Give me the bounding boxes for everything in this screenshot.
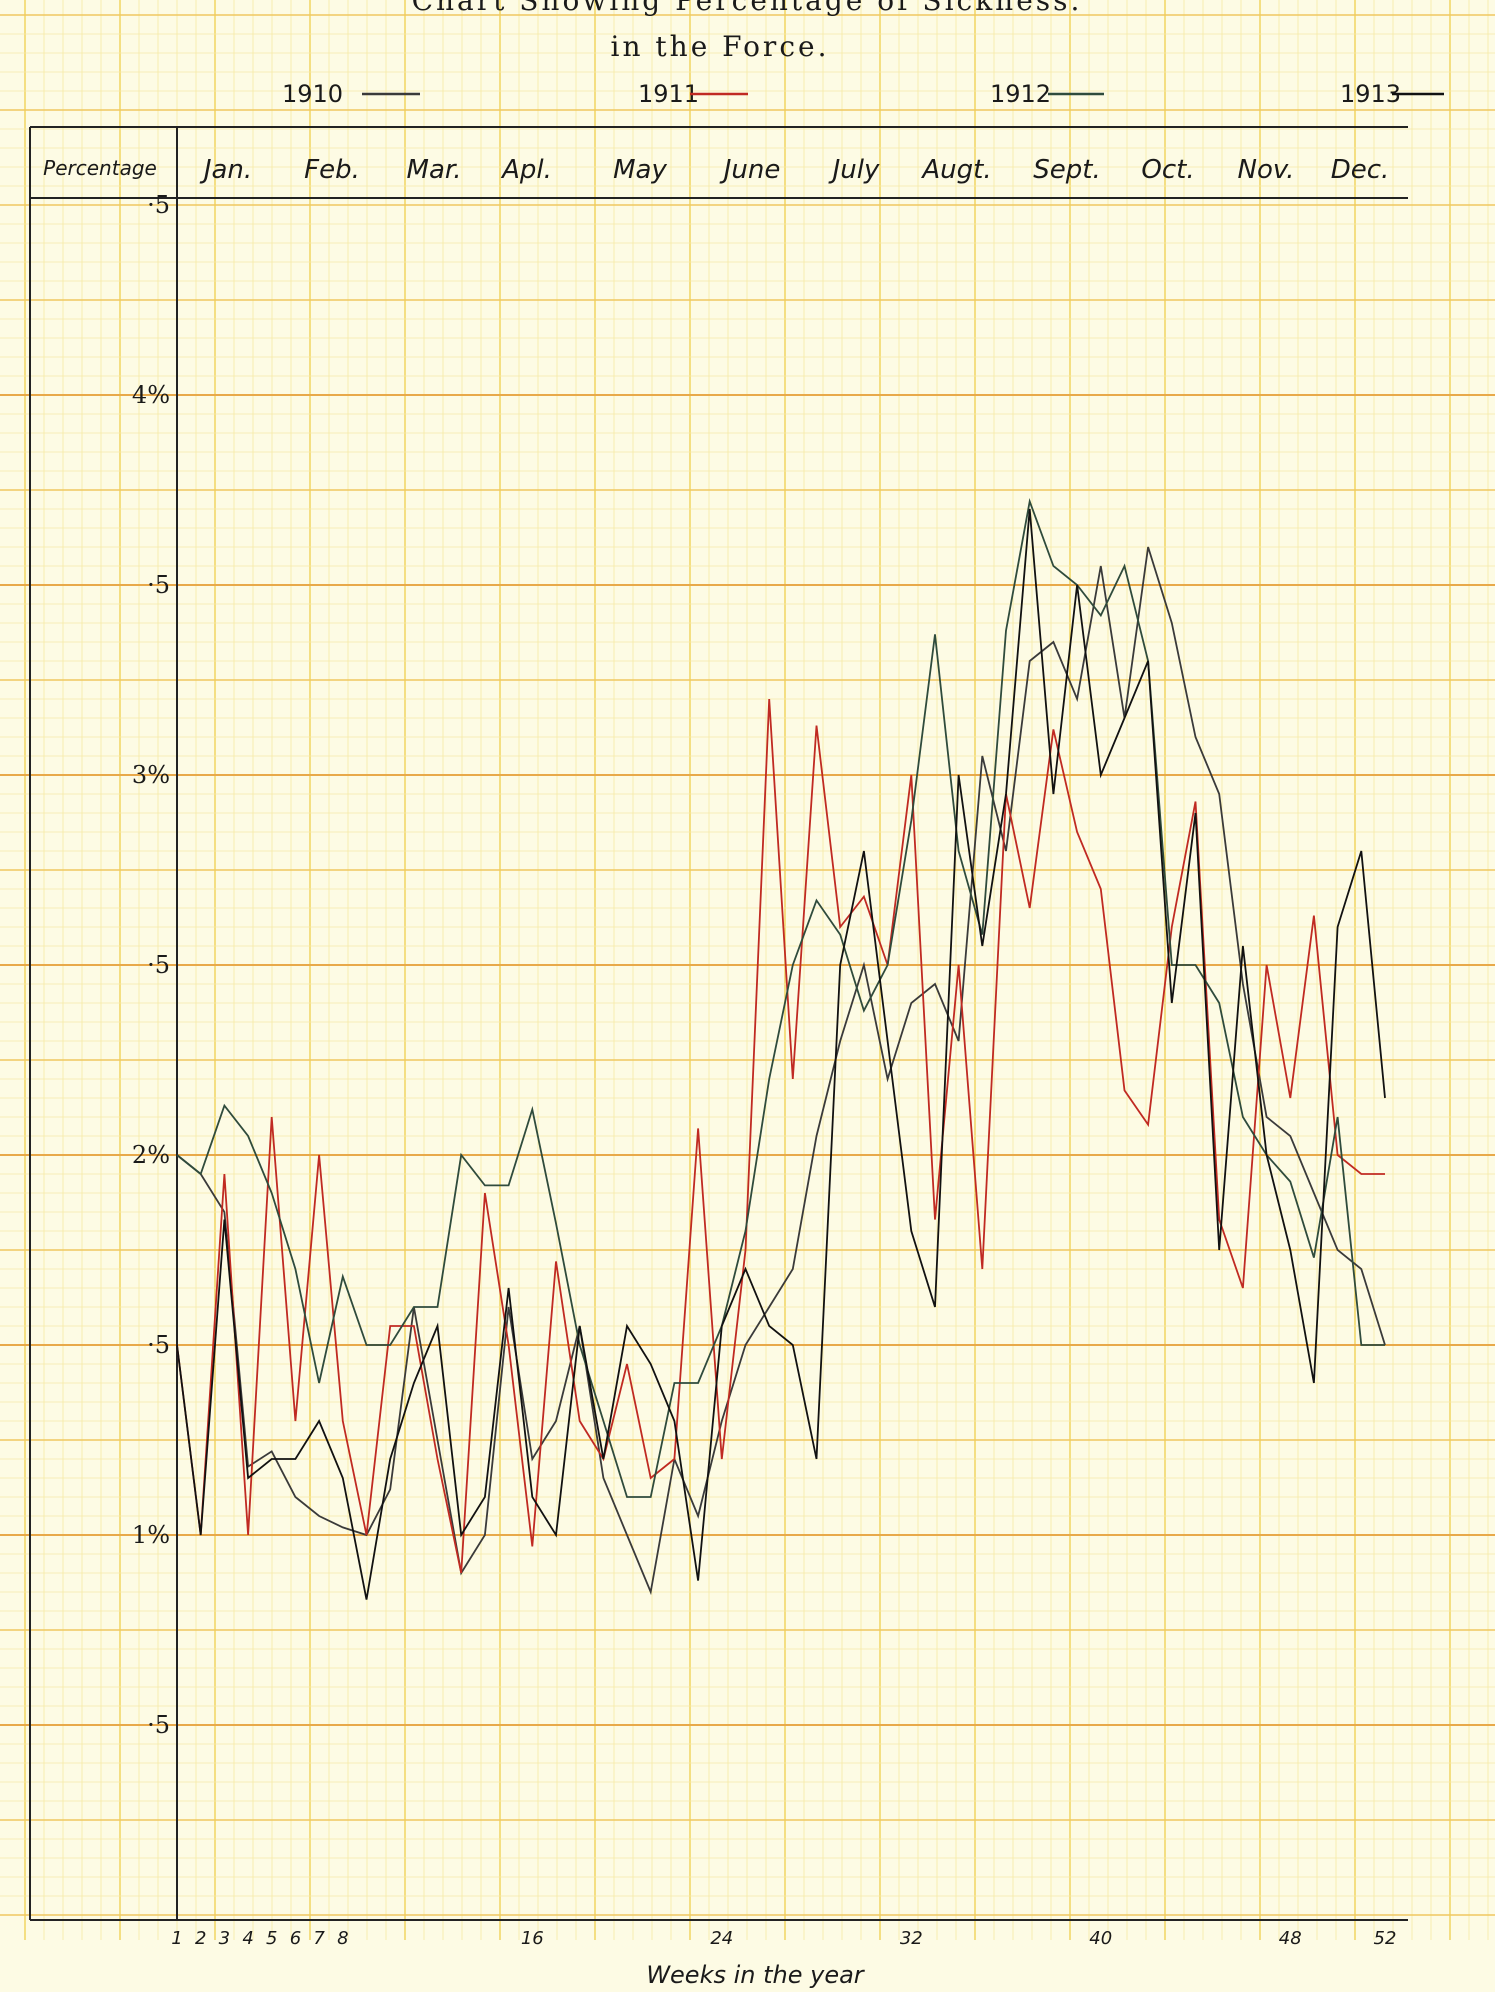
month-label: July bbox=[828, 155, 880, 185]
y-tick-label: ·5 bbox=[147, 951, 170, 979]
x-tick-label: 1 bbox=[171, 1928, 182, 1949]
x-tick-label: 24 bbox=[710, 1928, 733, 1949]
month-label: Apl. bbox=[500, 155, 552, 185]
y-tick-label: 3% bbox=[132, 761, 170, 789]
x-tick-label: 8 bbox=[337, 1928, 348, 1949]
legend-label-1911: 1911 bbox=[638, 80, 699, 108]
chart-subtitle: in the Force. bbox=[611, 30, 830, 63]
month-label: Nov. bbox=[1238, 155, 1295, 185]
x-tick-label: 4 bbox=[242, 1928, 253, 1949]
series-line-1913 bbox=[176, 508, 1386, 1600]
legend-label-1912: 1912 bbox=[990, 80, 1051, 108]
x-tick-label: 16 bbox=[521, 1928, 544, 1949]
series-line-1911 bbox=[176, 698, 1385, 1574]
legend: 1910 1911 1912 1913 bbox=[282, 80, 1444, 108]
x-tick-label: 48 bbox=[1279, 1928, 1302, 1949]
month-label: May bbox=[613, 155, 667, 185]
y-tick-label: ·5 bbox=[147, 1331, 170, 1359]
x-tick-label: 32 bbox=[900, 1928, 923, 1949]
month-label: Augt. bbox=[920, 155, 991, 185]
x-axis-label: Weeks in the year bbox=[646, 1961, 865, 1989]
month-label: Sept. bbox=[1033, 155, 1100, 185]
x-tick-label: 7 bbox=[313, 1928, 325, 1949]
legend-label-1910: 1910 bbox=[282, 80, 343, 108]
y-tick-label: 1% bbox=[132, 1521, 170, 1549]
x-tick-label: 6 bbox=[290, 1928, 301, 1949]
x-tick-label: 40 bbox=[1089, 1928, 1112, 1949]
x-tick-label: 5 bbox=[266, 1928, 277, 1949]
frame-layer bbox=[29, 126, 1408, 1921]
chart-title: Chart Showing Percentage of Sickness. bbox=[412, 0, 1083, 17]
month-header: Jan. Feb. Mar. Apl. May June July Augt. Sept. Oct… bbox=[199, 155, 1389, 185]
x-tick-label: 52 bbox=[1374, 1928, 1397, 1949]
month-label: Feb. bbox=[304, 155, 360, 185]
month-label: Dec. bbox=[1331, 155, 1390, 185]
month-label: Jan. bbox=[199, 155, 252, 185]
series-layer bbox=[176, 497, 1386, 1600]
legend-label-1913: 1913 bbox=[1340, 80, 1401, 108]
y-axis-label: Percentage bbox=[43, 156, 157, 180]
series-line-1910 bbox=[176, 546, 1386, 1596]
y-tick-labels: ·5 1% ·5 2% ·5 3% ·5 4% ·5 bbox=[132, 191, 170, 1739]
x-tick-label: 2 bbox=[195, 1928, 206, 1949]
month-label: Mar. bbox=[407, 155, 462, 185]
month-label: Oct. bbox=[1141, 155, 1194, 185]
y-tick-label: 4% bbox=[132, 381, 170, 409]
y-tick-label: ·5 bbox=[147, 191, 170, 219]
y-tick-label: 2% bbox=[132, 1141, 170, 1169]
series-line-1912 bbox=[176, 497, 1385, 1498]
x-tick-label: 3 bbox=[219, 1928, 230, 1949]
grid-layer bbox=[0, 0, 1495, 1940]
month-label: June bbox=[719, 155, 781, 185]
x-tick-labels: 1 2 3 4 5 6 7 8 16 24 32 40 48 52 bbox=[171, 1928, 1396, 1949]
y-tick-label: ·5 bbox=[147, 571, 170, 599]
y-tick-label: ·5 bbox=[147, 1711, 170, 1739]
